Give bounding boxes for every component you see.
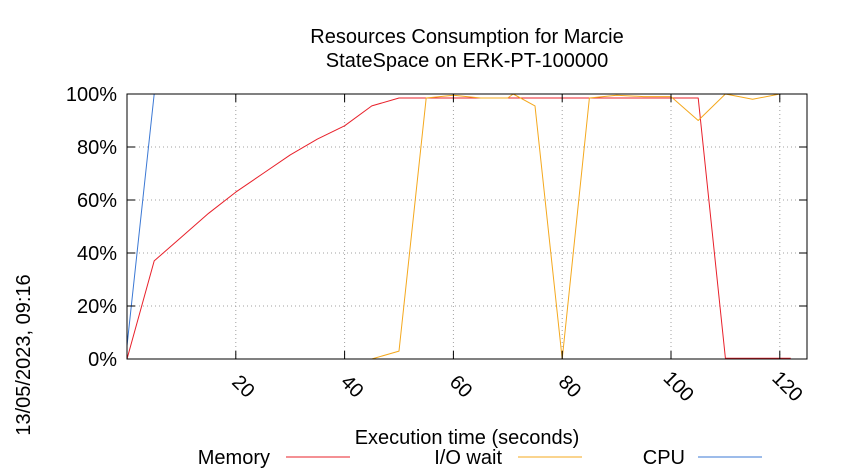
legend-label-memory: Memory [198, 447, 270, 469]
legend-label-cpu: CPU [643, 447, 685, 469]
cpu-line [126, 93, 791, 346]
chart-title: Resources Consumption for Marcie StateSp… [310, 26, 623, 72]
chart-title-line-1: Resources Consumption for Marcie [310, 26, 623, 48]
x-tick-label: 120 [767, 367, 806, 406]
x-tick-label: 20 [227, 371, 258, 402]
x-axis-label: Execution time (seconds) [355, 427, 580, 449]
y-tick-label: 40% [77, 243, 117, 265]
memory-line [126, 97, 791, 360]
legend: Memory I/O wait CPU [198, 447, 762, 469]
x-tick-label: 40 [336, 371, 367, 402]
y-axis-ticks: 0% 20% 40% 60% 80% 100% [66, 84, 807, 371]
grid [127, 94, 807, 359]
y-tick-label: 20% [77, 296, 117, 318]
y-tick-label: 0% [88, 349, 117, 371]
y-tick-label: 80% [77, 137, 117, 159]
plot-frame [126, 93, 808, 360]
x-tick-label: 60 [445, 371, 476, 402]
x-tick-label: 100 [659, 367, 698, 406]
legend-label-i-o-wait: I/O wait [434, 447, 502, 469]
chart-title-line-2: StateSpace on ERK-PT-100000 [326, 50, 608, 72]
y-tick-label: 60% [77, 190, 117, 212]
series-layer [126, 93, 791, 360]
plot-border [126, 93, 808, 360]
timestamp-label: 13/05/2023, 09:16 [13, 274, 35, 435]
y-tick-label: 100% [66, 84, 117, 106]
i-o-wait-line [371, 93, 780, 360]
x-tick-label: 80 [554, 371, 585, 402]
